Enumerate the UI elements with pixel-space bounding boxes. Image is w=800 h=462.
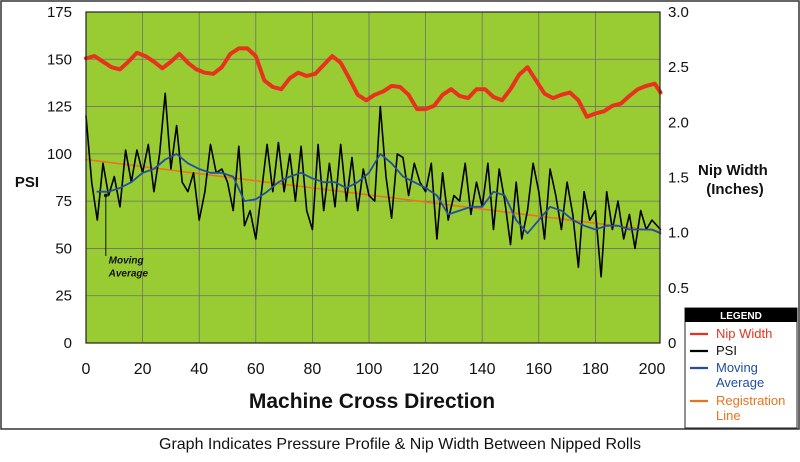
annotation-label: Moving Average [108, 256, 149, 280]
y-right-tick-label: 3.0 [668, 4, 689, 21]
x-tick-label: 100 [356, 361, 383, 378]
y-left-tick-label: 100 [47, 146, 72, 163]
x-tick-label: 200 [639, 361, 666, 378]
y-right-tick-label: 1.0 [668, 225, 689, 242]
y-right-axis-title-line-1: Nip Width [698, 162, 768, 179]
x-tick-label: 80 [304, 361, 322, 378]
y-left-tick-label: 150 [47, 51, 72, 68]
y-left-tick-label: 25 [55, 288, 72, 305]
y-right-tick-label: 2.0 [668, 114, 689, 131]
x-tick-label: 160 [525, 361, 552, 378]
y-left-tick-label: 50 [55, 240, 72, 257]
y-right-tick-label: 0.5 [668, 280, 689, 297]
y-right-axis-title-line-2: (Inches) [706, 181, 764, 198]
plot-border [85, 11, 661, 344]
x-tick-label: 20 [134, 361, 152, 378]
y-left-tick-label: 125 [47, 99, 72, 116]
annotation-dot [104, 193, 108, 198]
x-tick-label: 60 [247, 361, 265, 378]
series-layer [84, 46, 663, 278]
y-right-tick-label: 2.5 [668, 59, 689, 76]
legend-label-psi: PSI [716, 343, 737, 358]
x-axis-ticks: 0 20 40 60 80 100 120 140 160 180 200 [82, 361, 666, 378]
y-right-axis-ticks: 0 0.5 1.0 1.5 2.0 2.5 3.0 [668, 4, 689, 352]
legend-label-registration-line: Registration [716, 393, 785, 408]
x-axis-title: Machine Cross Direction [249, 390, 495, 413]
x-tick-label: 180 [582, 361, 609, 378]
legend-header [685, 308, 797, 322]
y-left-tick-label: 175 [47, 4, 72, 21]
x-tick-label: 140 [469, 361, 496, 378]
series-line-psi [85, 92, 662, 278]
annotation-label-line-2: Average [108, 269, 149, 280]
legend-label-nip-width: Nip Width [716, 326, 772, 341]
y-left-tick-label: 75 [55, 193, 72, 210]
x-tick-label: 120 [412, 361, 439, 378]
y-left-tick-label: 0 [64, 335, 72, 352]
series-line-moving-average [96, 152, 662, 235]
y-left-axis-title: PSI [15, 174, 39, 191]
y-right-tick-label: 1.5 [668, 170, 689, 187]
legend-title: LEGEND [720, 311, 762, 322]
legend-label-moving-average: Moving [716, 360, 758, 375]
legend-label-registration-line: Line [716, 408, 741, 423]
y-left-axis-ticks: 0 25 50 75 100 125 150 175 [47, 4, 72, 352]
x-tick-label: 40 [190, 361, 208, 378]
x-tick-label: 0 [82, 361, 91, 378]
legend-label-moving-average: Average [716, 375, 764, 390]
moving-average-annotation: Moving Average [104, 193, 149, 280]
grid-lines [86, 12, 660, 343]
y-right-tick-label: 0 [668, 335, 676, 352]
figure-caption: Graph Indicates Pressure Profile & Nip W… [159, 436, 641, 453]
series-line-nip-width [84, 46, 663, 119]
y-right-axis-title: Nip Width (Inches) [698, 162, 772, 198]
annotation-label-line-1: Moving [109, 256, 144, 267]
